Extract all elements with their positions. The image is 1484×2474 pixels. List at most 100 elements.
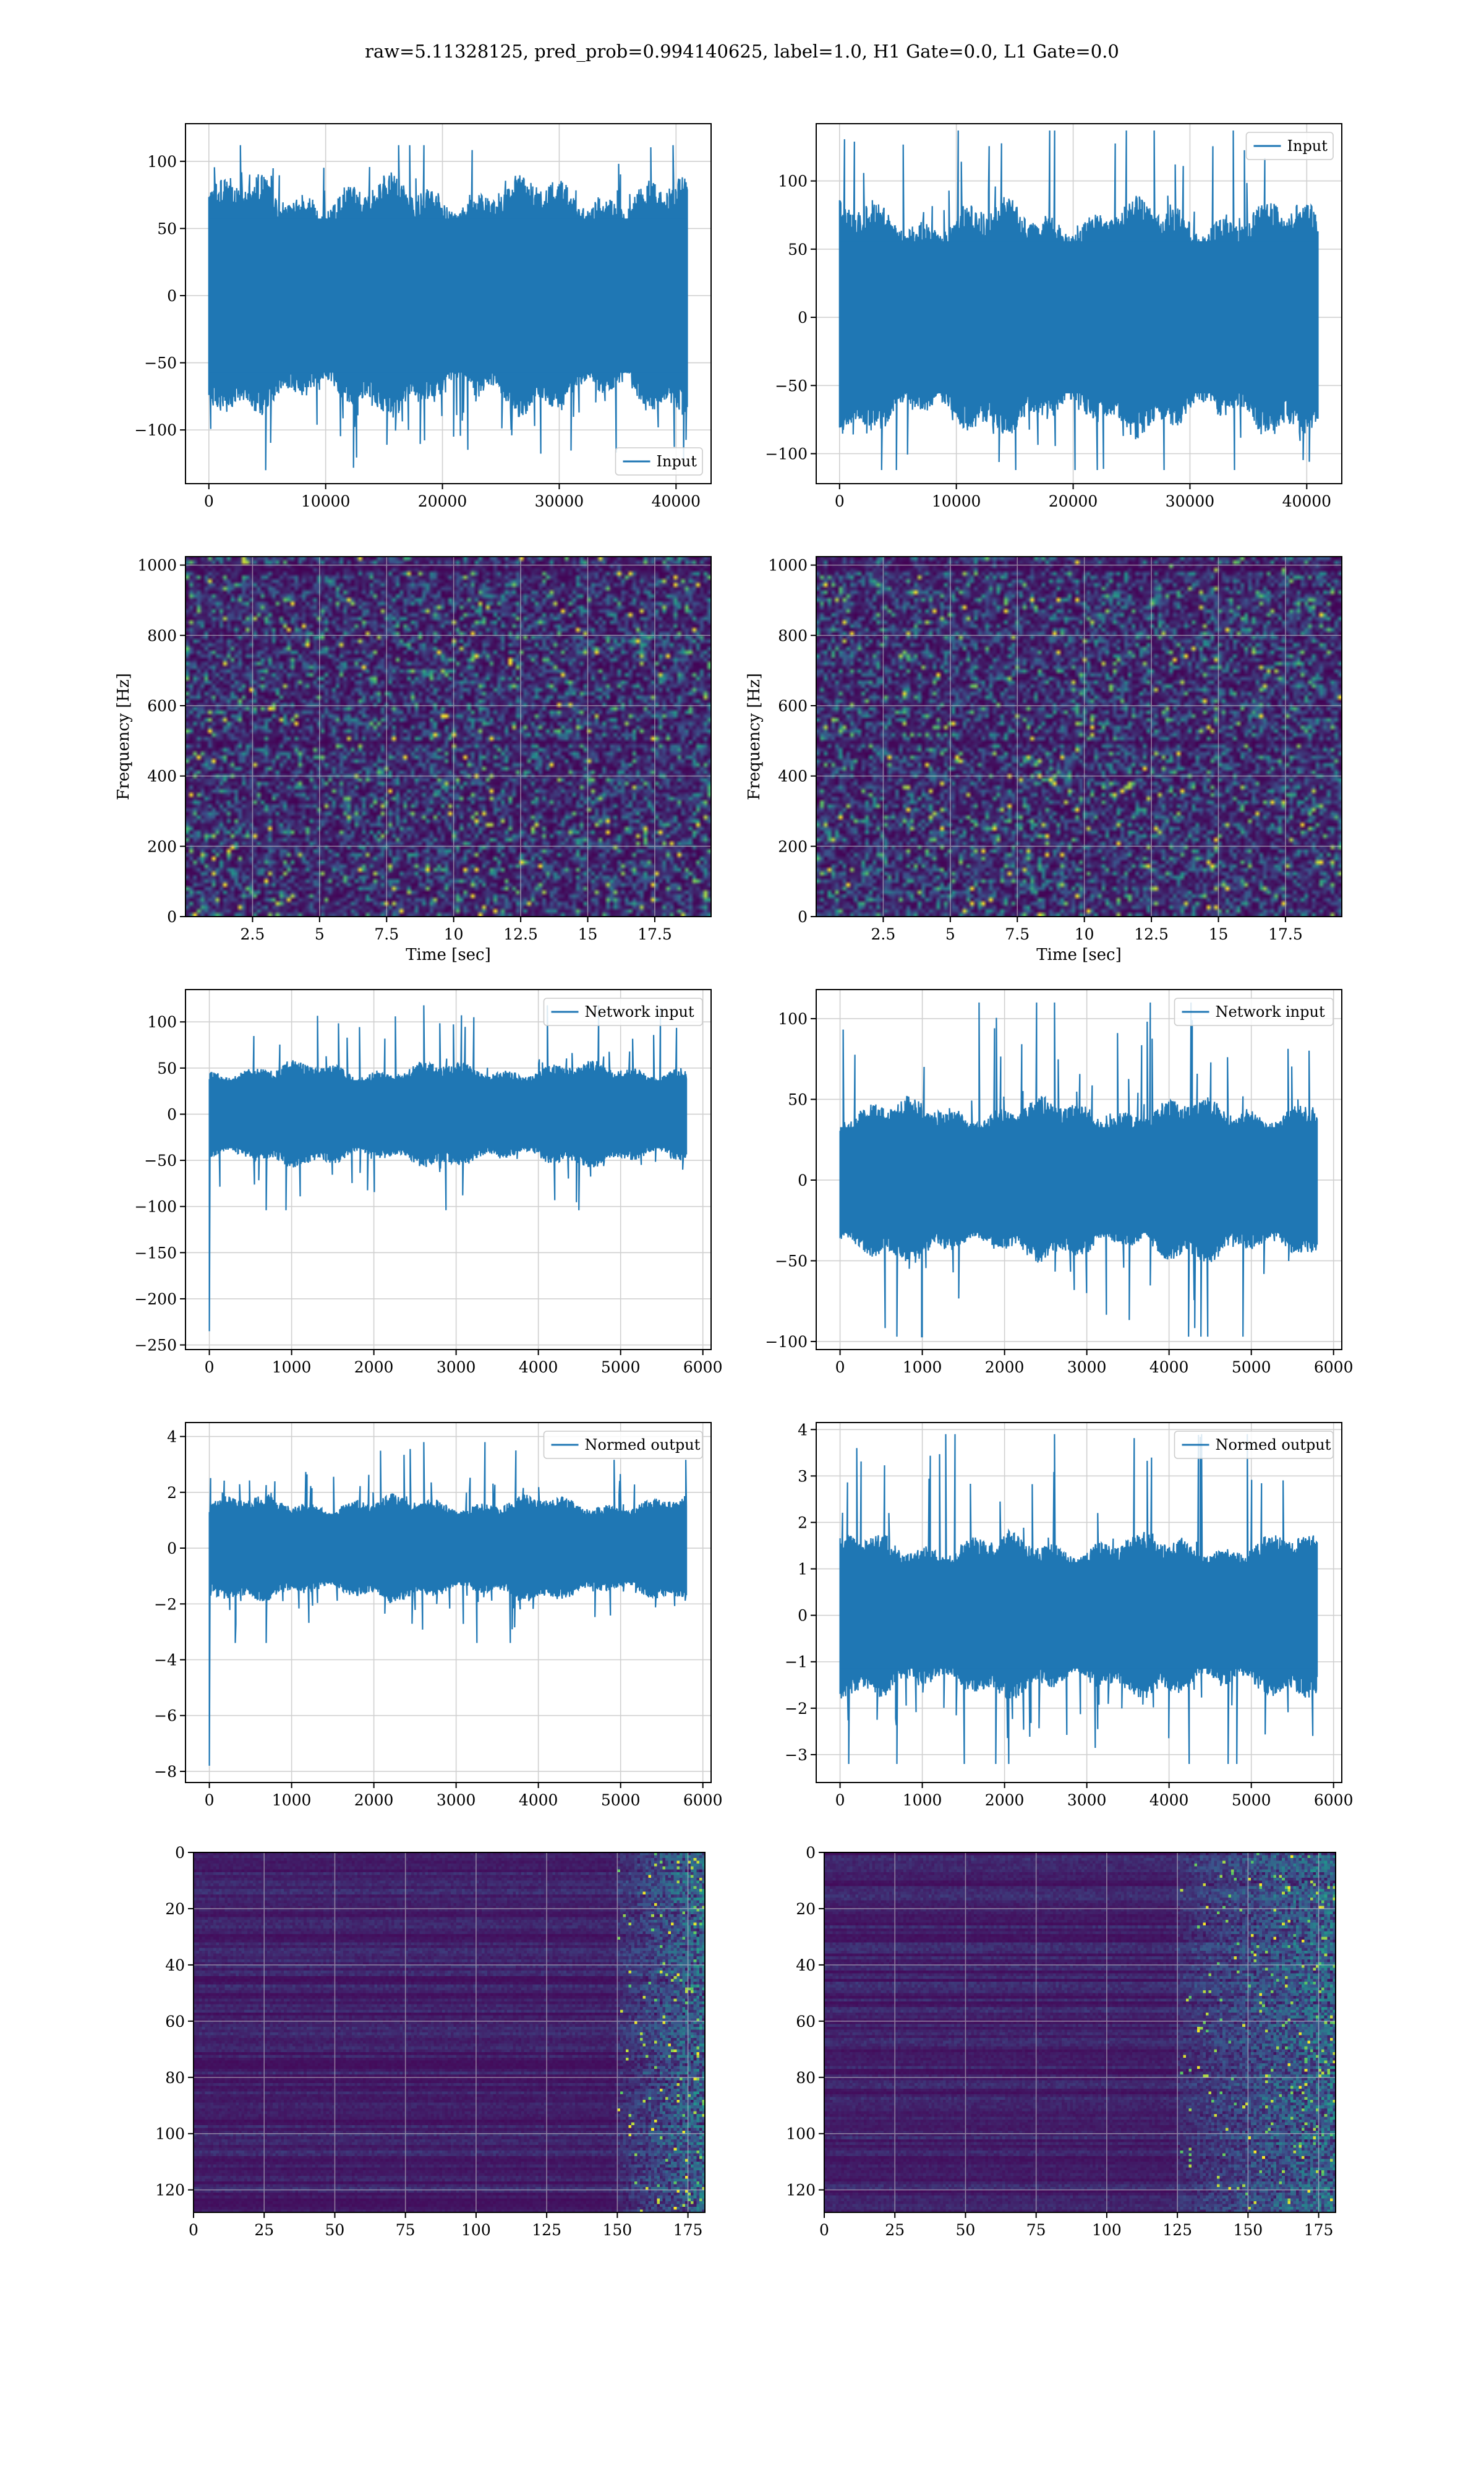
axes-frame <box>185 123 712 484</box>
x-tick-label: 12.5 <box>1134 925 1169 943</box>
axes-frame <box>816 123 1342 484</box>
y-tick-label: −1 <box>785 1653 808 1671</box>
x-tick-label: 10000 <box>301 492 351 510</box>
x-tick-label: 25 <box>254 2221 274 2239</box>
x-tick-label: 4000 <box>1149 1358 1189 1376</box>
y-tick-label: 0 <box>167 287 177 305</box>
y-tick-label: −3 <box>785 1746 808 1764</box>
y-tick-label: 800 <box>147 627 177 644</box>
plot-content <box>816 557 1342 917</box>
y-tick-label: 1 <box>798 1560 808 1578</box>
x-tick-label: 150 <box>1233 2221 1263 2239</box>
series-core <box>839 241 1318 393</box>
x-tick-label: 75 <box>1026 2221 1046 2239</box>
y-tick-label: 0 <box>798 1607 808 1625</box>
axes-frame <box>816 1422 1342 1783</box>
y-tick-label: 200 <box>147 837 177 855</box>
x-tick-label: 6000 <box>683 1358 723 1376</box>
x-axis-label: Time [sec] <box>1036 946 1122 964</box>
x-tick-label: 5000 <box>601 1358 641 1376</box>
legend-box <box>1174 1431 1334 1459</box>
x-tick-label: 3000 <box>437 1358 476 1376</box>
x-tick-label: 0 <box>819 2221 829 2239</box>
y-tick-label: 0 <box>167 1539 177 1557</box>
x-tick-label: 4000 <box>1149 1791 1189 1809</box>
x-tick-label: 1000 <box>903 1791 942 1809</box>
y-tick-label: −100 <box>765 445 808 463</box>
figure-title: raw=5.11328125, pred_prob=0.994140625, l… <box>365 41 1119 62</box>
x-tick-label: 1000 <box>272 1791 312 1809</box>
y-tick-label: −50 <box>144 1152 177 1170</box>
y-tick-label: 1000 <box>768 557 808 575</box>
legend-label: Normed output <box>1216 1436 1331 1453</box>
series-core <box>840 1562 1318 1669</box>
series-core <box>209 1513 687 1583</box>
x-tick-label: 50 <box>956 2221 976 2239</box>
y-tick-label: 100 <box>786 2125 816 2143</box>
x-tick-label: 50 <box>325 2221 345 2239</box>
y-tick-label: 400 <box>778 768 808 785</box>
x-tick-label: 1000 <box>272 1358 312 1376</box>
y-tick-label: −100 <box>134 1198 177 1216</box>
y-tick-label: 0 <box>798 1171 808 1189</box>
grid <box>816 557 1342 917</box>
chart-features_right: 0 25 50 75 100 125 150 175 0 20 40 60 80 100 120 <box>786 1844 1336 2239</box>
y-tick-label: 60 <box>796 2013 816 2031</box>
x-tick-label: 0 <box>205 1791 215 1809</box>
plot-content <box>816 124 1342 484</box>
x-tick-label: 10 <box>444 925 464 943</box>
y-tick-label: 100 <box>155 2125 185 2143</box>
x-tick-label: 10000 <box>932 492 981 510</box>
x-axis-label: Time [sec] <box>406 946 491 964</box>
x-tick-label: 15 <box>578 925 598 943</box>
legend-box <box>543 1431 703 1459</box>
y-tick-label: 20 <box>796 1900 816 1918</box>
y-tick-label: 800 <box>778 627 808 644</box>
x-tick-label: 100 <box>1092 2221 1122 2239</box>
legend-label: Input <box>657 453 697 470</box>
x-tick-label: 40000 <box>1282 492 1332 510</box>
legend-label: Network input <box>1216 1003 1325 1021</box>
plot-content <box>816 1423 1342 1783</box>
x-tick-label: 10 <box>1075 925 1094 943</box>
chart-input_left: 0 10000 20000 30000 40000 −100 −50 0 50 100 Input <box>134 123 712 510</box>
x-tick-label: 6000 <box>1314 1791 1354 1809</box>
chart-features_left: 0 25 50 75 100 125 150 175 0 20 40 60 80 100 120 <box>155 1844 706 2239</box>
y-tick-label: 100 <box>778 173 808 190</box>
chart-spectrogram_left: 2.5 5 7.5 10 12.5 15 17.5 0 200 400 600 800 1000 Time… <box>114 556 712 964</box>
legend: Input <box>1245 132 1334 160</box>
x-tick-label: 5000 <box>1232 1358 1271 1376</box>
y-axis-label: Frequency [Hz] <box>114 673 133 800</box>
chart-network_input_left: 0 1000 2000 3000 4000 5000 6000−250−200−150−10… <box>134 989 723 1376</box>
x-tick-label: 25 <box>885 2221 905 2239</box>
y-tick-label: 600 <box>778 697 808 715</box>
y-tick-label: 0 <box>175 1844 185 1862</box>
legend-label: Normed output <box>585 1436 701 1453</box>
x-tick-label: 7.5 <box>374 925 399 943</box>
x-tick-label: 30000 <box>1166 492 1215 510</box>
y-tick-label: 3 <box>798 1467 808 1485</box>
legend-box <box>1245 132 1334 160</box>
chart-normed_output_right: 0 1000 2000 3000 4000 5000 6000 −3 −2 −1 0 1 2 3 4 Norm… <box>785 1421 1353 1809</box>
x-tick-label: 5 <box>945 925 955 943</box>
x-tick-label: 5000 <box>1232 1791 1271 1809</box>
x-tick-label: 125 <box>1162 2221 1192 2239</box>
axes-frame <box>185 989 712 1350</box>
x-tick-label: 0 <box>204 492 214 510</box>
plot-area <box>186 1423 711 1783</box>
x-tick-label: 15 <box>1209 925 1229 943</box>
x-tick-label: 0 <box>205 1358 215 1376</box>
x-tick-label: 2000 <box>354 1358 394 1376</box>
spectrogram-image <box>186 557 711 917</box>
x-tick-label: 17.5 <box>638 925 672 943</box>
y-tick-label: 100 <box>147 1013 177 1031</box>
x-tick-label: 125 <box>532 2221 561 2239</box>
legend: Input <box>615 447 703 476</box>
grid <box>186 557 711 917</box>
x-tick-label: 7.5 <box>1005 925 1030 943</box>
y-tick-label: −2 <box>785 1700 808 1718</box>
legend: Network input <box>543 998 703 1026</box>
series-core <box>209 1080 687 1149</box>
x-tick-label: 100 <box>461 2221 491 2239</box>
